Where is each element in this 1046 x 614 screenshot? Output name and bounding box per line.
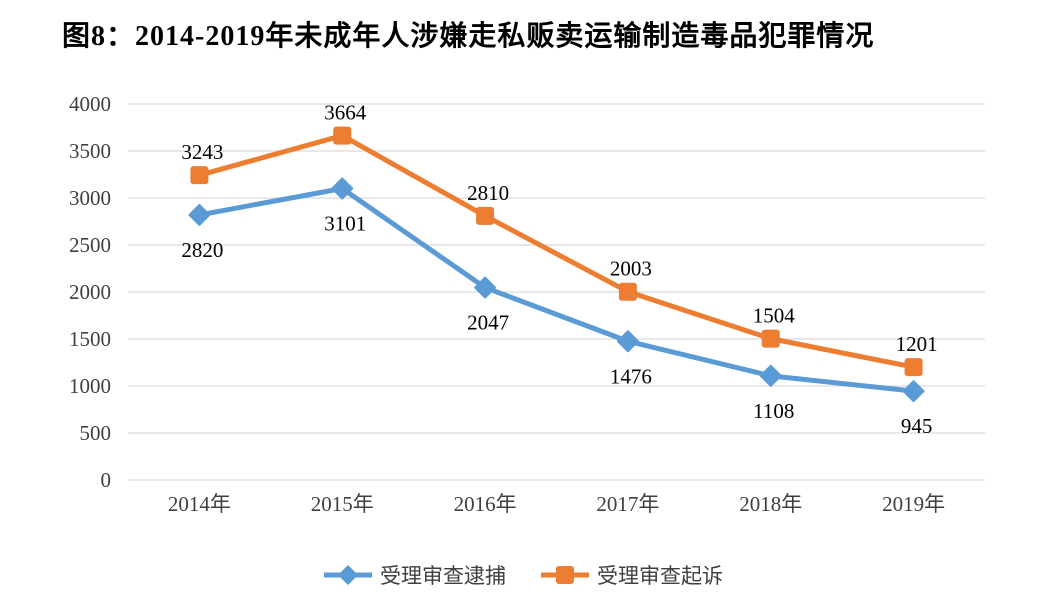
y-tick-label: 4000 xyxy=(69,92,111,116)
data-point-marker xyxy=(904,358,923,377)
y-tick-label: 0 xyxy=(101,468,112,492)
y-tick-label: 2000 xyxy=(69,280,111,304)
x-tick-label: 2019年 xyxy=(882,492,945,516)
data-label: 3101 xyxy=(324,212,366,236)
data-label: 1504 xyxy=(753,304,796,328)
data-label: 3243 xyxy=(181,140,223,164)
data-label: 1476 xyxy=(610,364,652,388)
data-label: 945 xyxy=(901,414,933,438)
data-point-marker xyxy=(474,276,497,299)
series-line-0 xyxy=(196,186,917,394)
legend-swatch-square-icon xyxy=(541,566,589,584)
data-label: 1201 xyxy=(896,332,938,356)
data-label: 2003 xyxy=(610,257,652,281)
legend-swatch-diamond-icon xyxy=(324,565,372,585)
data-label: 3664 xyxy=(324,101,367,125)
chart-title: 图8：2014-2019年未成年人涉嫌走私贩卖运输制造毒品犯罪情况 xyxy=(62,21,875,52)
data-point-marker xyxy=(333,126,352,145)
y-tick-label: 1000 xyxy=(69,374,111,398)
data-point-marker xyxy=(618,282,637,301)
x-tick-label: 2016年 xyxy=(454,492,517,516)
data-label: 2820 xyxy=(181,238,223,262)
y-tick-label: 3000 xyxy=(69,186,111,210)
legend-item-prosecution: 受理审查起诉 xyxy=(540,560,723,590)
y-tick-label: 500 xyxy=(80,421,112,445)
legend-label-prosecution: 受理审查起诉 xyxy=(597,564,723,588)
legend-item-arrest: 受理审查逮捕 xyxy=(323,560,506,590)
data-label: 1108 xyxy=(753,399,794,423)
x-tick-label: 2018年 xyxy=(739,492,802,516)
data-label: 2810 xyxy=(467,181,509,205)
data-point-marker xyxy=(616,330,639,353)
series-line-1 xyxy=(196,133,917,370)
data-label: 2047 xyxy=(467,311,509,335)
data-point-marker xyxy=(190,166,209,185)
y-tick-label: 1500 xyxy=(69,327,111,351)
data-point-marker xyxy=(476,206,495,225)
data-point-marker xyxy=(188,203,211,226)
x-tick-label: 2015年 xyxy=(311,492,374,516)
chart-legend: 受理审查逮捕 受理审查起诉 xyxy=(0,560,1046,590)
data-point-marker xyxy=(761,329,780,348)
x-tick-label: 2014年 xyxy=(168,492,231,516)
x-tick-label: 2017年 xyxy=(596,492,659,516)
legend-label-arrest: 受理审查逮捕 xyxy=(380,564,506,588)
data-point-marker xyxy=(902,380,925,403)
data-point-marker xyxy=(759,364,782,387)
y-tick-label: 2500 xyxy=(69,233,111,257)
data-point-marker xyxy=(331,177,354,200)
y-tick-label: 3500 xyxy=(69,139,111,163)
